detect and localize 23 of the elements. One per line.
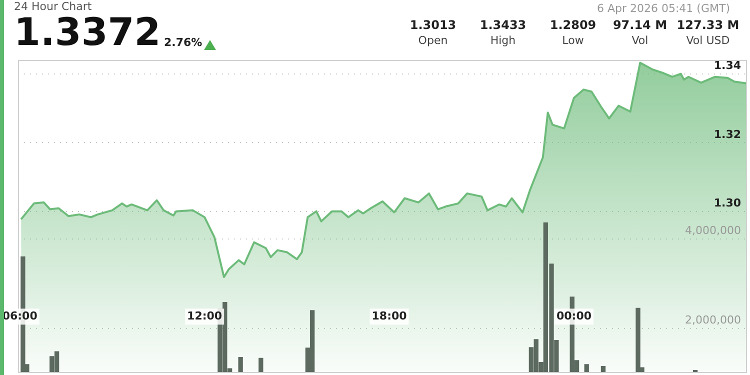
y-tick-label: 1.32 — [714, 128, 741, 141]
y2-tick-label: 4,000,000 — [685, 224, 741, 238]
text: 1.3372 — [14, 10, 161, 54]
text: 6 Apr 2026 05:41 (GMT) — [596, 2, 730, 15]
text: 2.76% — [164, 36, 202, 49]
y-tick-label: 1.30 — [714, 196, 742, 210]
y2-tick-label: 2,000,000 — [685, 314, 741, 327]
text: Open — [417, 34, 449, 47]
x-tick-label: 12:00 — [187, 310, 222, 323]
text: 1.2809 — [548, 18, 598, 32]
text: 127.33 M — [676, 18, 740, 32]
x-tick-label: 06:00 — [2, 310, 38, 323]
text: High — [489, 34, 517, 47]
text: 1.3013 — [408, 18, 458, 32]
x-tick-label: 00:00 — [556, 310, 592, 323]
text: 97.14 M — [612, 18, 668, 32]
y-tick-label: 1.34 — [714, 59, 742, 72]
text: 1.3433 — [478, 18, 528, 32]
x-tick-label: 18:00 — [372, 310, 408, 323]
text: Vol — [630, 34, 650, 47]
text: Vol USD — [685, 34, 731, 47]
text: Low — [561, 34, 585, 47]
chart-title: 24 Hour Chart — [14, 0, 92, 13]
